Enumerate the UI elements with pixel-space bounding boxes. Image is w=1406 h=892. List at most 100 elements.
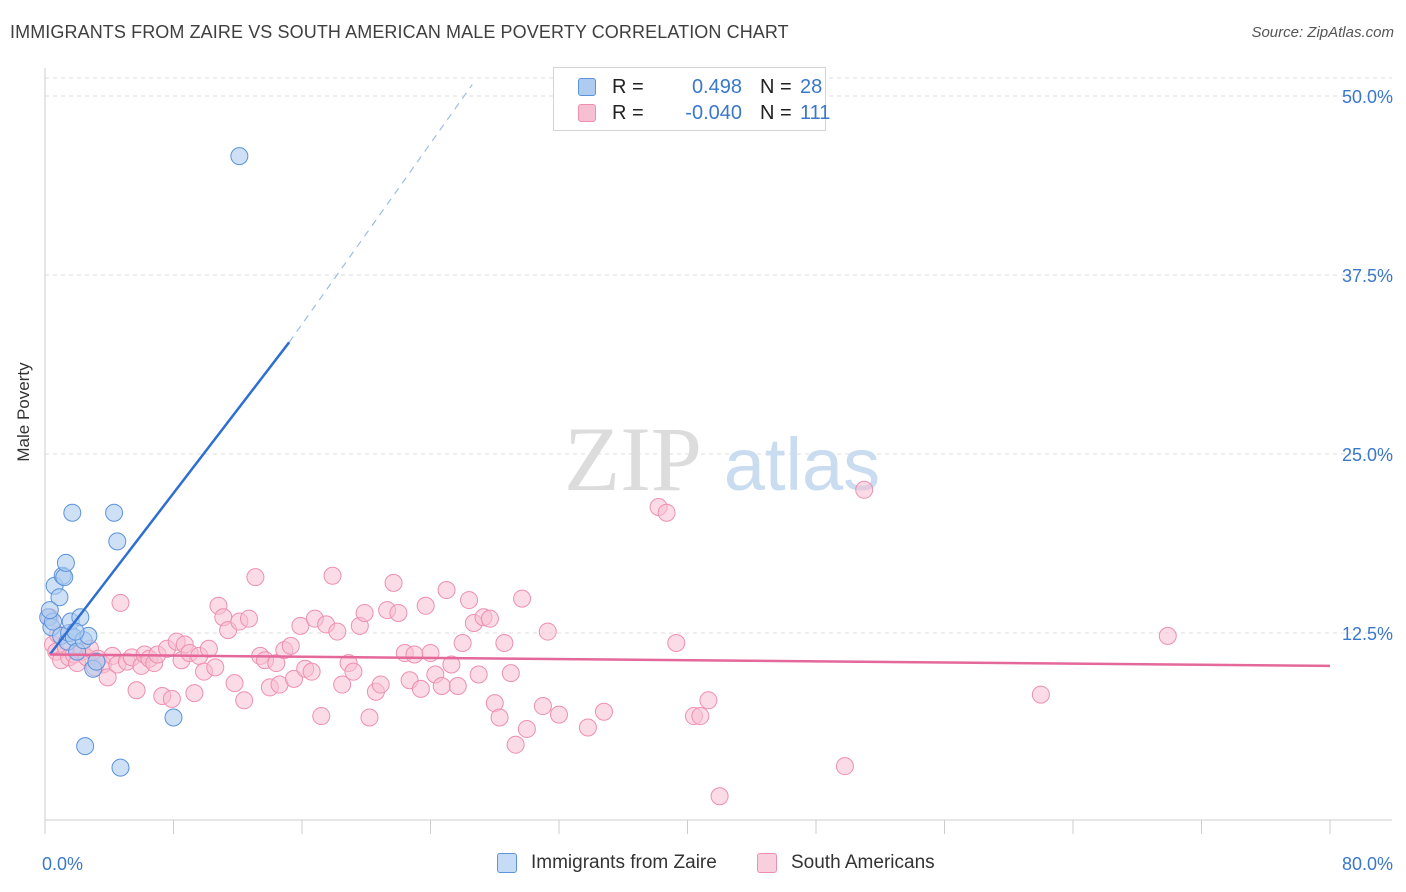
south-americans-point [98, 668, 117, 687]
south-americans-point [855, 480, 874, 499]
r-value: -0.040 [685, 102, 742, 124]
south-americans-point [442, 655, 461, 674]
south-americans-point [333, 675, 352, 694]
zaire-point [40, 601, 59, 620]
south-americans-point [538, 622, 557, 641]
correlation-legend: R = 0.498 N = 28 R = -0.040 N = 111 [553, 67, 830, 131]
south-americans-point [355, 603, 374, 622]
south-americans-point [411, 679, 430, 698]
south-americans-point [495, 634, 514, 653]
south-americans-point [162, 689, 181, 708]
x-tick-label-min: 0.0% [42, 854, 83, 874]
zaire-point [230, 147, 249, 166]
r-value: 0.498 [691, 76, 742, 98]
south-americans-point [284, 669, 303, 688]
south-americans-point [384, 573, 403, 592]
south-americans-point [246, 568, 265, 587]
legend-swatch-pink [757, 853, 777, 873]
south-americans-point [225, 674, 244, 693]
south-americans-point [416, 596, 435, 615]
south-americans-point [239, 609, 258, 628]
watermark-zip: ZIP [564, 408, 702, 510]
south-americans-point [199, 639, 218, 658]
south-americans-point [360, 708, 379, 727]
series-legend: Immigrants from Zaire South Americans [0, 852, 1406, 876]
x-tick-label-max: 80.0% [1342, 854, 1393, 874]
y-tick-label: 25.0% [1342, 445, 1393, 465]
axes [44, 68, 1392, 834]
south-americans-point [127, 681, 146, 700]
zaire-point [111, 758, 130, 777]
n-value: 111 [800, 102, 831, 124]
zaire-point [76, 737, 95, 756]
legend-label-zaire: Immigrants from Zaire [531, 852, 717, 873]
south-americans-point [699, 691, 718, 710]
south-americans-point [111, 593, 130, 612]
south-americans-point [506, 735, 525, 754]
south-americans-point [389, 603, 408, 622]
trend-lines [48, 84, 1331, 668]
south-americans-point [291, 616, 310, 635]
south-americans-point [594, 702, 613, 721]
source-label: Source: ZipAtlas.com [1251, 24, 1394, 41]
r-label: R = [612, 102, 644, 124]
south-americans-point [185, 684, 204, 703]
n-label: N = [760, 102, 792, 124]
zaire-point [63, 503, 82, 522]
south-americans-point [281, 636, 300, 655]
south-americans-point [657, 503, 676, 522]
south-americans-point [432, 676, 451, 695]
south-americans-point [371, 675, 390, 694]
south-americans-point [490, 708, 509, 727]
south-americans-point [513, 589, 532, 608]
r-label: R = [612, 76, 644, 98]
south-americans-point [448, 676, 467, 695]
y-tick-label: 37.5% [1342, 266, 1393, 286]
y-tick-label: 50.0% [1342, 87, 1393, 107]
south-americans-trend-line [49, 653, 1331, 668]
grid-lines [45, 77, 1392, 634]
legend-swatch-blue [497, 853, 517, 873]
legend-label-south-americans: South Americans [791, 852, 935, 873]
south-americans-point [1158, 626, 1177, 645]
south-americans-point [710, 787, 729, 806]
tick-labels: 12.5% 25.0% 37.5% 50.0% 0.0% 80.0% [42, 87, 1393, 874]
chart-title: IMMIGRANTS FROM ZAIRE VS SOUTH AMERICAN … [10, 22, 789, 42]
zaire-points [39, 147, 249, 777]
legend-swatch-pink [578, 104, 596, 122]
n-value: 28 [800, 76, 823, 98]
y-axis-label: Male Poverty [14, 362, 33, 462]
watermark: ZIP atlas [564, 408, 880, 510]
south-americans-point [405, 645, 424, 664]
south-americans-point [550, 705, 568, 724]
south-americans-point [344, 662, 363, 681]
zaire-point [50, 588, 69, 607]
south-americans-point [323, 566, 342, 585]
zaire-trend-line [48, 341, 291, 656]
south-americans-point [691, 707, 710, 726]
south-americans-point [667, 634, 686, 653]
south-americans-point [235, 691, 254, 710]
y-tick-label: 12.5% [1342, 624, 1393, 644]
legend-swatch-blue [578, 78, 596, 96]
south-americans-point [206, 658, 225, 677]
zaire-point [105, 503, 124, 522]
south-americans-point [501, 664, 520, 683]
south-americans-point [480, 609, 499, 628]
zaire-point [56, 553, 75, 572]
zaire-point [66, 622, 85, 641]
south-americans-point [328, 622, 347, 641]
south-americans-point [578, 718, 597, 737]
south-americans-point [1031, 685, 1050, 704]
south-americans-point [267, 654, 286, 673]
watermark-atlas: atlas [724, 423, 880, 506]
south-americans-point [437, 581, 456, 600]
south-americans-point [302, 662, 321, 681]
south-americans-points [40, 480, 1177, 806]
zaire-point [164, 708, 183, 727]
south-americans-point [517, 719, 536, 738]
zaire-point [87, 652, 106, 671]
south-americans-point [835, 757, 854, 776]
south-americans-point [469, 665, 488, 684]
